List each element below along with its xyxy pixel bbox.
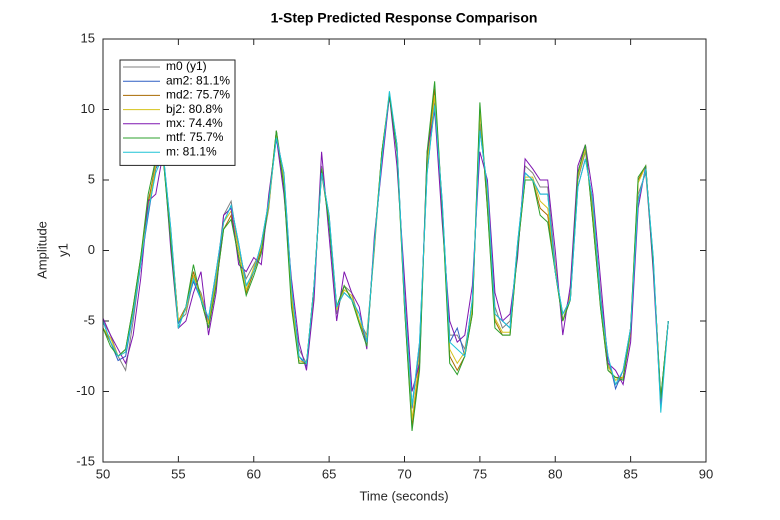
- legend-label: md2: 75.7%: [166, 88, 230, 102]
- y-tick-label: 10: [81, 101, 95, 116]
- legend-label: am2: 81.1%: [166, 73, 230, 87]
- y-tick-label: -5: [83, 312, 95, 327]
- legend: m0 (y1)am2: 81.1%md2: 75.7%bj2: 80.8%mx:…: [119, 59, 236, 166]
- x-tick-label: 50: [96, 466, 110, 481]
- y-axis-label: Amplitude: [34, 221, 49, 279]
- y-tick-label: 5: [88, 171, 95, 186]
- x-tick-label: 65: [322, 466, 336, 481]
- series-line: [102, 91, 669, 413]
- legend-label: mtf: 75.7%: [166, 130, 224, 144]
- y-axis-sublabel: y1: [55, 243, 70, 257]
- x-tick-label: 55: [171, 466, 185, 481]
- legend-label: mx: 74.4%: [166, 116, 223, 130]
- legend-label: bj2: 80.8%: [166, 102, 223, 116]
- x-tick-label: 85: [623, 466, 637, 481]
- legend-label: m: 81.1%: [166, 144, 217, 158]
- x-tick-label: 75: [473, 466, 487, 481]
- x-axis-label: Time (seconds): [359, 488, 448, 503]
- y-tick-label: 15: [81, 30, 95, 45]
- plot-frame: [102, 38, 707, 463]
- x-tick-label: 80: [548, 466, 562, 481]
- legend-box: [119, 59, 236, 166]
- y-tick-label: -10: [76, 383, 95, 398]
- x-tick-label: 70: [397, 466, 411, 481]
- chart-title: 1-Step Predicted Response Comparison: [271, 10, 538, 26]
- x-tick-label: 60: [247, 466, 261, 481]
- y-tick-label: -15: [76, 453, 95, 468]
- x-tick-label: 90: [699, 466, 713, 481]
- legend-label: m0 (y1): [166, 59, 207, 73]
- y-tick-label: 0: [88, 242, 95, 257]
